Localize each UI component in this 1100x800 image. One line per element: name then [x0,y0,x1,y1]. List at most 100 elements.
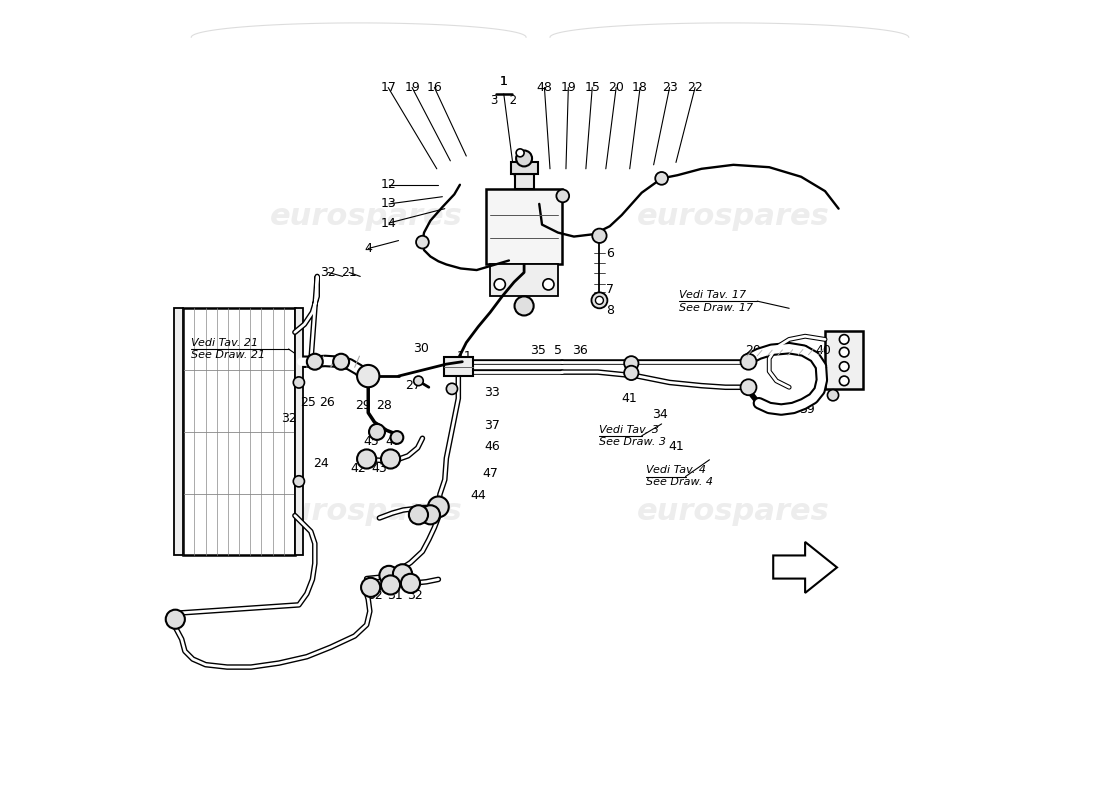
Bar [510,162,538,174]
Text: 45: 45 [363,435,379,448]
Bar [295,308,302,555]
Circle shape [294,476,305,487]
Text: 20: 20 [746,344,761,357]
Circle shape [557,190,569,202]
Text: 10: 10 [766,344,781,357]
Text: 44: 44 [471,489,486,502]
Circle shape [307,354,322,370]
Circle shape [516,149,524,157]
Text: 30: 30 [412,342,429,354]
Text: eurospares: eurospares [637,202,829,231]
Text: 5: 5 [554,344,562,357]
Text: 7: 7 [606,283,614,297]
Text: 22: 22 [688,81,703,94]
Text: 1: 1 [499,74,508,88]
Text: 4: 4 [364,242,372,255]
Text: 32: 32 [366,589,383,602]
Text: 6: 6 [606,247,614,260]
Text: Vedi Tav. 17: Vedi Tav. 17 [679,290,746,300]
Circle shape [447,383,458,394]
Text: 29: 29 [355,399,371,412]
Circle shape [595,296,604,304]
Text: 43: 43 [372,462,387,475]
Text: eurospares: eurospares [637,497,829,526]
Text: 37: 37 [484,419,499,432]
Bar [491,265,558,296]
Circle shape [839,347,849,357]
Bar [486,189,562,265]
Text: 26: 26 [319,396,334,409]
Text: 27: 27 [405,379,421,392]
Circle shape [515,296,534,315]
Bar [825,331,864,389]
Circle shape [421,506,440,524]
Text: 14: 14 [381,217,397,230]
Text: 32: 32 [320,266,337,279]
Bar [515,174,534,189]
Circle shape [381,575,400,594]
Circle shape [294,377,305,388]
Text: 38: 38 [793,344,810,357]
Text: 41: 41 [621,392,638,405]
Circle shape [390,431,404,444]
Polygon shape [773,542,837,593]
Text: 8: 8 [606,304,614,318]
Text: See Draw. 17: See Draw. 17 [679,302,754,313]
Text: 3   2: 3 2 [491,94,517,106]
Bar [174,308,184,555]
Text: 47: 47 [482,467,498,480]
Circle shape [414,376,424,386]
Text: 39: 39 [799,403,815,416]
Circle shape [166,610,185,629]
Text: 36: 36 [572,344,588,357]
Text: 28: 28 [376,399,392,412]
Text: 33: 33 [484,386,499,398]
Circle shape [400,574,420,593]
Circle shape [409,506,428,524]
Text: 24: 24 [314,458,329,470]
Circle shape [333,354,349,370]
Text: 19: 19 [561,81,576,94]
Text: 31: 31 [387,589,403,602]
Text: See Draw. 3: See Draw. 3 [600,438,667,447]
Bar [184,308,295,555]
Text: 32: 32 [282,412,297,425]
Text: 34: 34 [652,408,668,421]
Circle shape [624,356,638,370]
Text: 20: 20 [608,81,624,94]
Text: 19: 19 [404,81,420,94]
Text: 46: 46 [484,440,499,453]
Circle shape [839,362,849,371]
Circle shape [592,292,607,308]
Circle shape [381,450,400,469]
Circle shape [656,172,668,185]
Text: Vedi Tav. 21: Vedi Tav. 21 [191,338,258,347]
Circle shape [542,279,554,290]
Circle shape [393,564,412,583]
Circle shape [624,366,638,380]
Text: 47: 47 [385,435,400,448]
Text: 18: 18 [632,81,648,94]
Circle shape [358,450,376,469]
Circle shape [839,334,849,344]
Text: 13: 13 [381,198,397,210]
Circle shape [416,236,429,249]
Circle shape [379,566,398,585]
Text: eurospares: eurospares [271,202,463,231]
Text: 11: 11 [456,350,473,362]
Text: See Draw. 21: See Draw. 21 [191,350,265,360]
Text: 41: 41 [668,440,684,453]
Circle shape [839,376,849,386]
Text: 42: 42 [351,462,366,475]
Text: 1: 1 [499,74,508,88]
Circle shape [592,229,606,243]
Circle shape [827,390,838,401]
Text: See Draw. 4: See Draw. 4 [646,477,713,487]
Text: 35: 35 [530,344,546,357]
Circle shape [428,497,449,517]
Text: Vedi Tav. 3: Vedi Tav. 3 [600,426,659,435]
Text: 48: 48 [537,81,552,94]
Text: 40: 40 [815,344,832,357]
Circle shape [358,365,379,387]
Text: 15: 15 [584,81,601,94]
